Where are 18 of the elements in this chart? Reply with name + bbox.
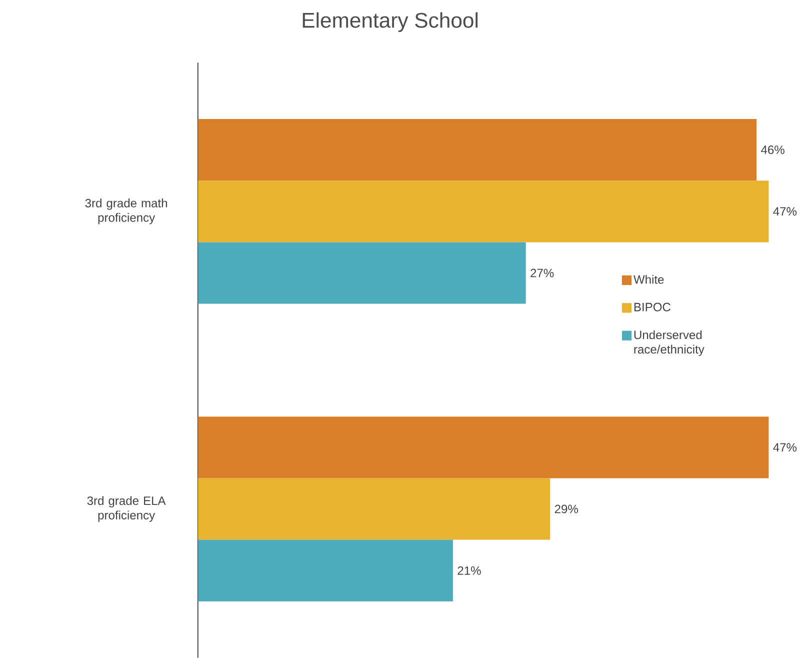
chart-title: Elementary School <box>302 12 478 32</box>
bar <box>198 118 757 181</box>
bar <box>198 180 769 242</box>
data-label: 47% <box>773 207 797 216</box>
legend-label: Underserved race/ethnicity <box>634 330 704 356</box>
data-label: 47% <box>773 443 797 452</box>
bar <box>198 242 526 304</box>
legend-label: BIPOC <box>634 302 670 312</box>
legend-label: White <box>634 274 664 284</box>
bar <box>198 478 550 540</box>
data-label: 46% <box>761 145 784 154</box>
data-label: 21% <box>458 566 481 575</box>
y-tick-label: 3rd grade ELA proficiency <box>87 496 166 522</box>
data-label: 27% <box>530 268 554 278</box>
y-tick-label: 3rd grade math proficiency <box>85 198 168 224</box>
data-label: 29% <box>554 504 578 514</box>
bar <box>198 416 769 478</box>
bar <box>198 540 453 602</box>
